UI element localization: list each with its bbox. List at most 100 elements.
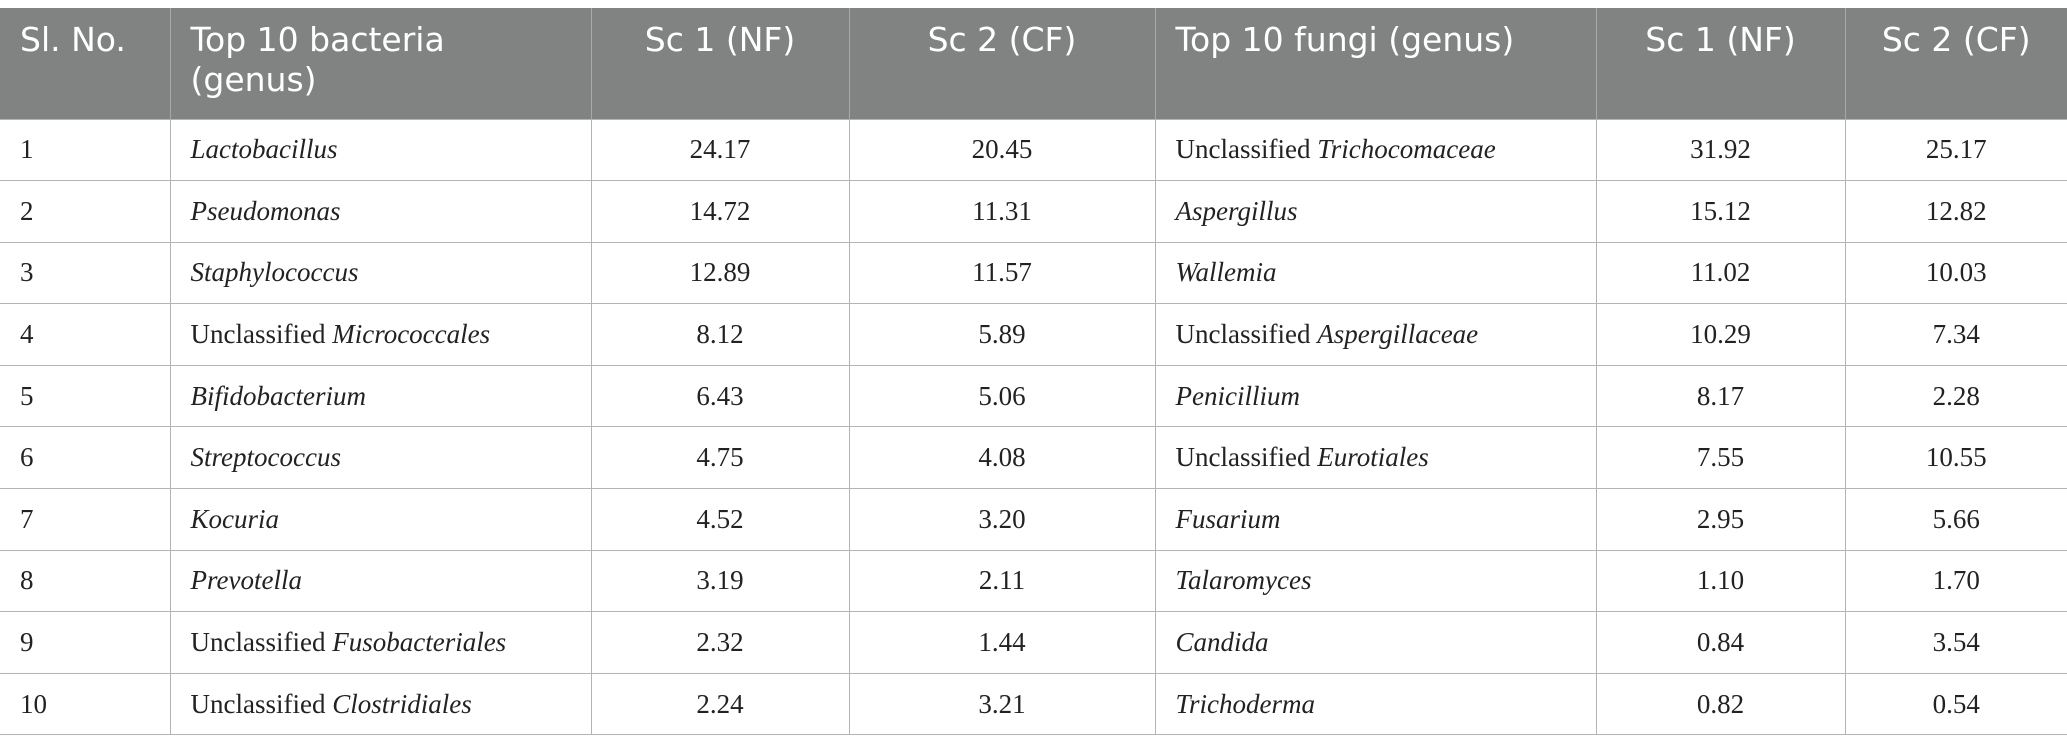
table-row: 3 Staphylococcus 12.89 11.57 Wallemia 11.02 10…: [0, 241, 2067, 305]
cell-fungi-sc1-f-sc1: 8.17: [1696, 380, 1745, 411]
table-row: 7 Kocuria 4.52 3.20 Fusarium 2.95 5.66: [0, 488, 2067, 551]
cell-fungi-sc1-f-sc1: 2.95: [1696, 503, 1745, 534]
cell-fungi-sc2: 3.54: [1844, 611, 2067, 674]
cell-fungi-sc2-f-sc2: 1.70: [1932, 565, 1980, 596]
cell-fungi-sc2-f-sc2: 0.54: [1932, 688, 1980, 719]
cell-bacteria-b-name: Prevotella: [190, 565, 302, 596]
cell-fungi-f-pre: Unclassified: [1175, 134, 1318, 165]
cell-fungi: Aspergillus: [1154, 180, 1597, 243]
cell-sl-no: 2: [0, 180, 171, 243]
cell-fungi-f-name: Candida: [1175, 627, 1269, 658]
cell-fungi: Talaromyces: [1154, 549, 1597, 613]
table-row: 8 Prevotella 3.19 2.11 Talaromyces 1.10 1.70: [0, 549, 2067, 613]
cell-fungi-sc1: 0.82: [1595, 672, 1846, 736]
cell-bacteria: Streptococcus: [169, 426, 592, 490]
cell-bacteria: Bifidobacterium: [169, 364, 592, 428]
cell-bacteria-sc1-b-sc1: 4.52: [696, 503, 744, 534]
cell-sl-no: 7: [0, 488, 171, 551]
cell-fungi-sc2-f-sc2: 25.17: [1925, 134, 1987, 165]
cell-bacteria-b-name: Micrococcales: [332, 319, 491, 350]
cell-bacteria: Staphylococcus: [169, 241, 592, 305]
cell-fungi-sc1: 8.17: [1595, 364, 1846, 428]
cell-fungi-f-name: Wallemia: [1175, 257, 1277, 288]
cell-bacteria-sc2: 1.44: [848, 611, 1156, 674]
table-row: 4 Unclassified Micrococcales 8.12 5.89 Uncla…: [0, 303, 2067, 366]
table-row: 6 Streptococcus 4.75 4.08 Unclassified Eurot…: [0, 426, 2067, 490]
cell-bacteria-b-name: Kocuria: [190, 503, 280, 534]
cell-fungi-sc2: 0.54: [1844, 672, 2067, 736]
cell-bacteria-b-pre: Unclassified: [190, 688, 333, 719]
cell-sl-no-no: 3: [20, 257, 34, 288]
header-bacteria-sc2: Sc 2 (CF): [848, 8, 1156, 119]
cell-fungi-f-pre: Unclassified: [1175, 319, 1318, 350]
table-body: 1 Lactobacillus 24.17 20.45 Unclassified Tri…: [0, 118, 2067, 736]
cell-bacteria-sc1-b-sc1: 6.43: [696, 380, 744, 411]
cell-sl-no: 6: [0, 426, 171, 490]
cell-bacteria-b-name: Clostridiales: [332, 688, 472, 719]
cell-fungi-sc1-f-sc1: 15.12: [1690, 195, 1751, 226]
cell-fungi: Wallemia: [1154, 241, 1597, 305]
cell-bacteria-sc2-b-sc2: 2.11: [978, 565, 1026, 596]
cell-fungi-f-name: Penicillium: [1175, 380, 1300, 411]
header-bacteria: Top 10 bacteria (genus): [169, 8, 592, 119]
cell-bacteria-sc1: 8.12: [590, 303, 850, 366]
cell-fungi-sc1: 10.29: [1595, 303, 1846, 366]
cell-sl-no-no: 6: [20, 442, 34, 473]
cell-bacteria-b-name: Staphylococcus: [190, 257, 359, 288]
cell-fungi-sc1: 0.84: [1595, 611, 1846, 674]
cell-fungi-sc1-f-sc1: 10.29: [1690, 319, 1751, 350]
table-row: 2 Pseudomonas 14.72 11.31 Aspergillus 15.12 12…: [0, 180, 2067, 243]
cell-fungi: Unclassified Eurotiales: [1154, 426, 1597, 490]
cell-fungi-sc1: 31.92: [1595, 118, 1846, 182]
cell-bacteria-b-pre: Unclassified: [190, 627, 333, 658]
header-bacteria-sc1: Sc 1 (NF): [590, 8, 850, 119]
cell-fungi-sc2: 5.66: [1844, 488, 2067, 551]
cell-fungi-f-name: Aspergillaceae: [1317, 319, 1479, 350]
cell-bacteria-sc1: 24.17: [590, 118, 850, 182]
table-header: Sl. No. Top 10 bacteria (genus) Sc 1 (NF…: [0, 8, 2067, 119]
cell-bacteria-sc1-b-sc1: 2.24: [696, 688, 744, 719]
cell-sl-no: 9: [0, 611, 171, 674]
cell-bacteria: Unclassified Fusobacteriales: [169, 611, 592, 674]
cell-sl-no-no: 7: [20, 503, 34, 534]
cell-bacteria-sc2-b-sc2: 5.06: [978, 380, 1026, 411]
cell-fungi-sc1: 1.10: [1595, 549, 1846, 613]
genus-abundance-table: Sl. No. Top 10 bacteria (genus) Sc 1 (NF…: [0, 8, 2067, 736]
cell-sl-no: 8: [0, 549, 171, 613]
cell-fungi-sc1: 11.02: [1595, 241, 1846, 305]
cell-sl-no: 5: [0, 364, 171, 428]
cell-bacteria-sc2: 11.57: [848, 241, 1156, 305]
cell-fungi-sc1-f-sc1: 0.84: [1696, 627, 1745, 658]
cell-fungi-sc2-f-sc2: 7.34: [1932, 319, 1980, 350]
cell-fungi-sc2: 10.03: [1844, 241, 2067, 305]
cell-bacteria: Pseudomonas: [169, 180, 592, 243]
table-row: 1 Lactobacillus 24.17 20.45 Unclassified Tri…: [0, 118, 2067, 182]
cell-sl-no-no: 4: [20, 319, 34, 350]
cell-bacteria-sc1: 6.43: [590, 364, 850, 428]
cell-bacteria-sc1: 2.32: [590, 611, 850, 674]
cell-bacteria-sc1-b-sc1: 2.32: [696, 627, 744, 658]
cell-fungi-sc2-f-sc2: 2.28: [1932, 380, 1980, 411]
header-sl-no: Sl. No.: [0, 8, 171, 119]
cell-bacteria-sc1-b-sc1: 8.12: [696, 319, 744, 350]
cell-bacteria: Unclassified Clostridiales: [169, 672, 592, 736]
cell-fungi-sc2: 2.28: [1844, 364, 2067, 428]
cell-fungi: Penicillium: [1154, 364, 1597, 428]
cell-fungi-sc1-f-sc1: 0.82: [1696, 688, 1745, 719]
cell-bacteria-sc1-b-sc1: 12.89: [689, 257, 751, 288]
cell-fungi-sc1: 7.55: [1595, 426, 1846, 490]
cell-fungi-sc1-f-sc1: 11.02: [1690, 257, 1751, 288]
header-fungi-sc2: Sc 2 (CF): [1844, 8, 2067, 119]
cell-fungi-sc2: 7.34: [1844, 303, 2067, 366]
cell-bacteria-sc1: 12.89: [590, 241, 850, 305]
cell-fungi-f-name: Eurotiales: [1317, 442, 1429, 473]
cell-sl-no-no: 5: [20, 380, 34, 411]
cell-bacteria-b-pre: Unclassified: [190, 319, 333, 350]
cell-bacteria-sc2: 3.20: [848, 488, 1156, 551]
cell-sl-no: 4: [0, 303, 171, 366]
cell-bacteria-sc2-b-sc2: 3.20: [978, 503, 1026, 534]
cell-sl-no: 10: [0, 672, 171, 736]
cell-bacteria-sc2: 4.08: [848, 426, 1156, 490]
cell-bacteria-sc1-b-sc1: 14.72: [689, 195, 751, 226]
